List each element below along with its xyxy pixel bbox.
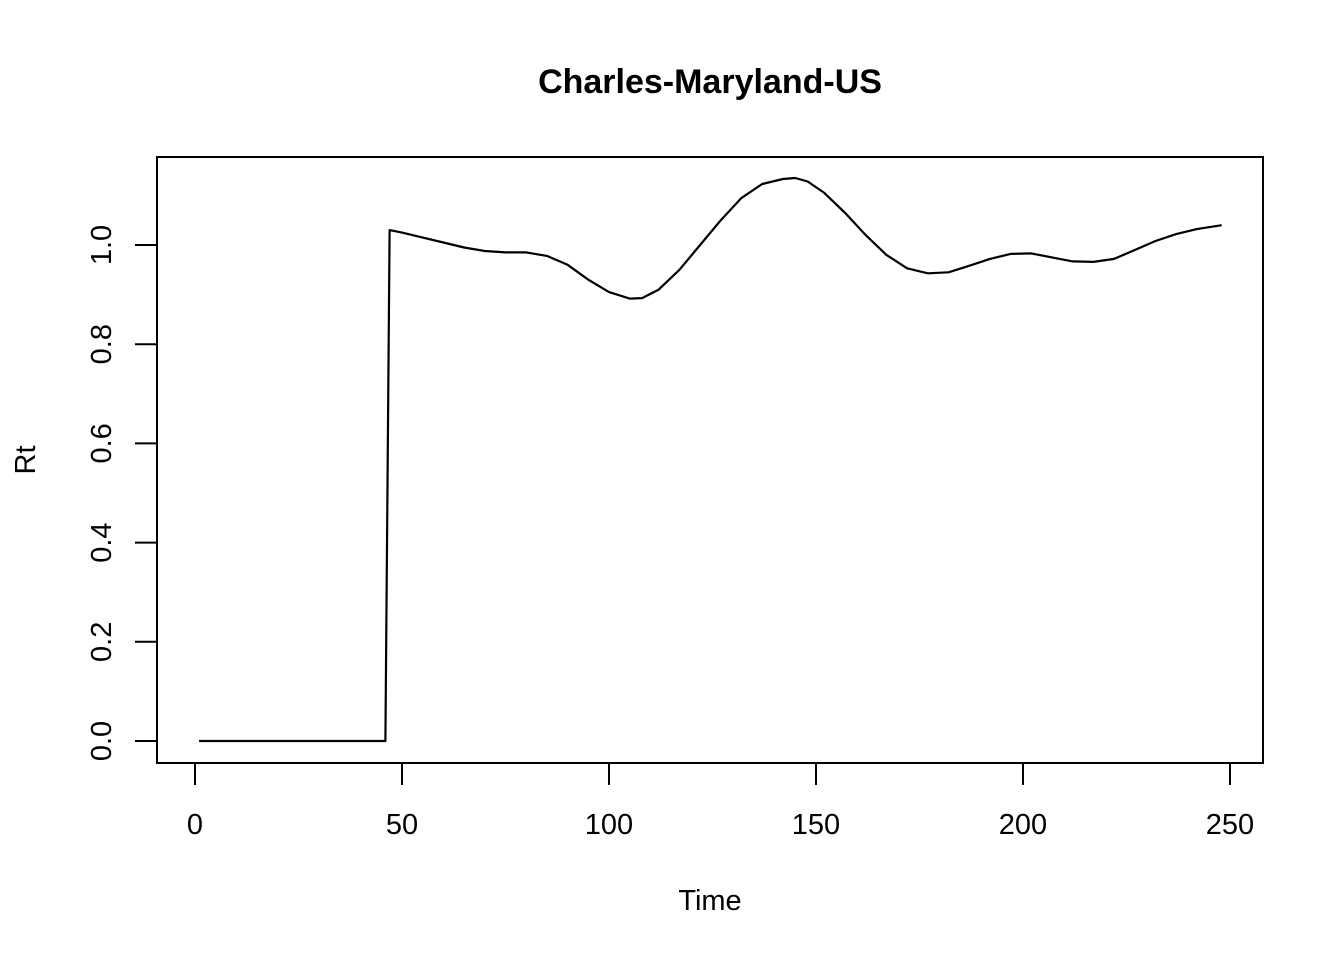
x-tick-label: 150	[792, 809, 840, 841]
y-tick-label: 0.6	[86, 423, 118, 463]
y-axis: 0.0 0.2 0.4 0.6 0.8 1.0	[86, 225, 158, 761]
y-tick-label: 0.4	[86, 522, 118, 562]
x-tick-label: 200	[999, 809, 1047, 841]
x-tick-label: 250	[1206, 809, 1254, 841]
y-tick-label: 0.0	[86, 721, 118, 761]
series-line	[199, 176, 1222, 743]
x-axis: 0 50 100 150 200 250	[187, 762, 1254, 841]
x-axis-label: Time	[678, 885, 741, 917]
y-tick-label: 0.2	[86, 622, 118, 662]
y-tick-label: 1.0	[86, 225, 118, 265]
x-tick-label: 100	[585, 809, 633, 841]
y-axis-label: Rt	[10, 446, 42, 475]
y-tick-label: 0.8	[86, 324, 118, 364]
series-layer	[199, 176, 1222, 743]
x-tick-label: 50	[386, 809, 418, 841]
x-tick-label: 0	[187, 809, 203, 841]
chart-title: Charles-Maryland-US	[538, 63, 882, 101]
plot-frame	[156, 156, 1264, 764]
